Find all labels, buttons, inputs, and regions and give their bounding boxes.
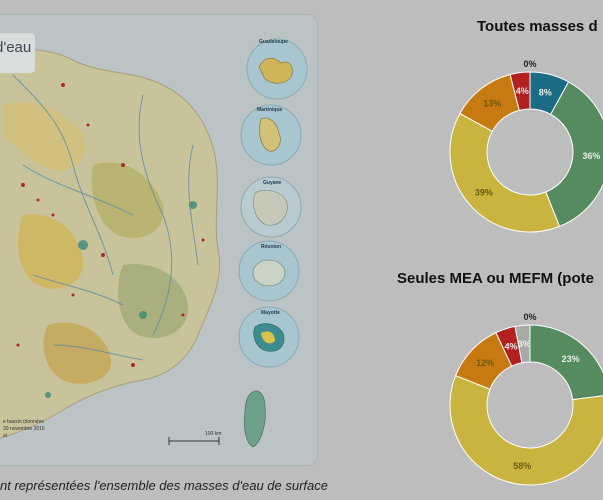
donut-slice-label: 58%: [513, 461, 531, 471]
france-map: [0, 15, 317, 465]
map-title-text: d'eau: [0, 39, 32, 56]
inset-reunion: [238, 240, 300, 302]
donut-slice: [545, 81, 603, 228]
inset-martinique: [240, 104, 302, 166]
france-map-panel: d'eau Guadeloupe Martinique Guyane Réuni…: [0, 14, 318, 466]
map-source-line1: e bassin (données: [3, 419, 44, 425]
inset-guadeloupe: [246, 38, 308, 100]
donut-chart-mea: 23% 58% 12% 4% 3% 0%: [449, 312, 603, 486]
inset-label-reunion: Réunion: [261, 244, 281, 250]
donut-slice: [509, 71, 531, 111]
donut-slice-label: 3%: [518, 339, 531, 349]
corsica-shape: [243, 390, 266, 448]
donut-slice: [449, 112, 561, 233]
donut-slice-label: 23%: [562, 354, 580, 364]
map-title: d'eau: [0, 33, 35, 73]
donut-title-mea: Seules MEA ou MEFM (pote: [397, 270, 594, 287]
donut-slice-label: 12%: [476, 358, 494, 368]
donut-slice-label: 39%: [475, 188, 493, 198]
scale-label: 100 km: [205, 431, 222, 437]
figure-caption: nt représentées l'ensemble des masses d'…: [0, 478, 328, 493]
donut-slice: [514, 324, 531, 364]
donut-title-all: Toutes masses d: [477, 18, 598, 35]
donut-slice-label: 13%: [483, 98, 501, 108]
donut-slice-label: 4%: [516, 86, 529, 96]
map-source-line3: al: [3, 433, 7, 439]
inset-label-martinique: Martinique: [257, 107, 283, 113]
donut-slice-label: 36%: [582, 151, 600, 161]
inset-label-guadeloupe: Guadeloupe: [259, 39, 288, 45]
donut-chart-all: 8% 36% 39% 13% 4% 0%: [449, 59, 603, 233]
inset-label-mayotte: Mayotte: [261, 310, 280, 316]
donut-slice: [449, 374, 603, 486]
inset-label-guyane: Guyane: [263, 180, 282, 186]
inset-mayotte: [238, 306, 300, 368]
donut-slice: [529, 324, 603, 401]
donut-slice-label: 8%: [539, 87, 552, 97]
donut-slice-label: 0%: [523, 312, 536, 322]
inset-guyane: [240, 176, 302, 238]
donut-slice-label: 4%: [504, 342, 517, 352]
donut-slice-label: 0%: [523, 59, 536, 69]
map-source-line2: 30 novembre 2016: [3, 426, 45, 432]
